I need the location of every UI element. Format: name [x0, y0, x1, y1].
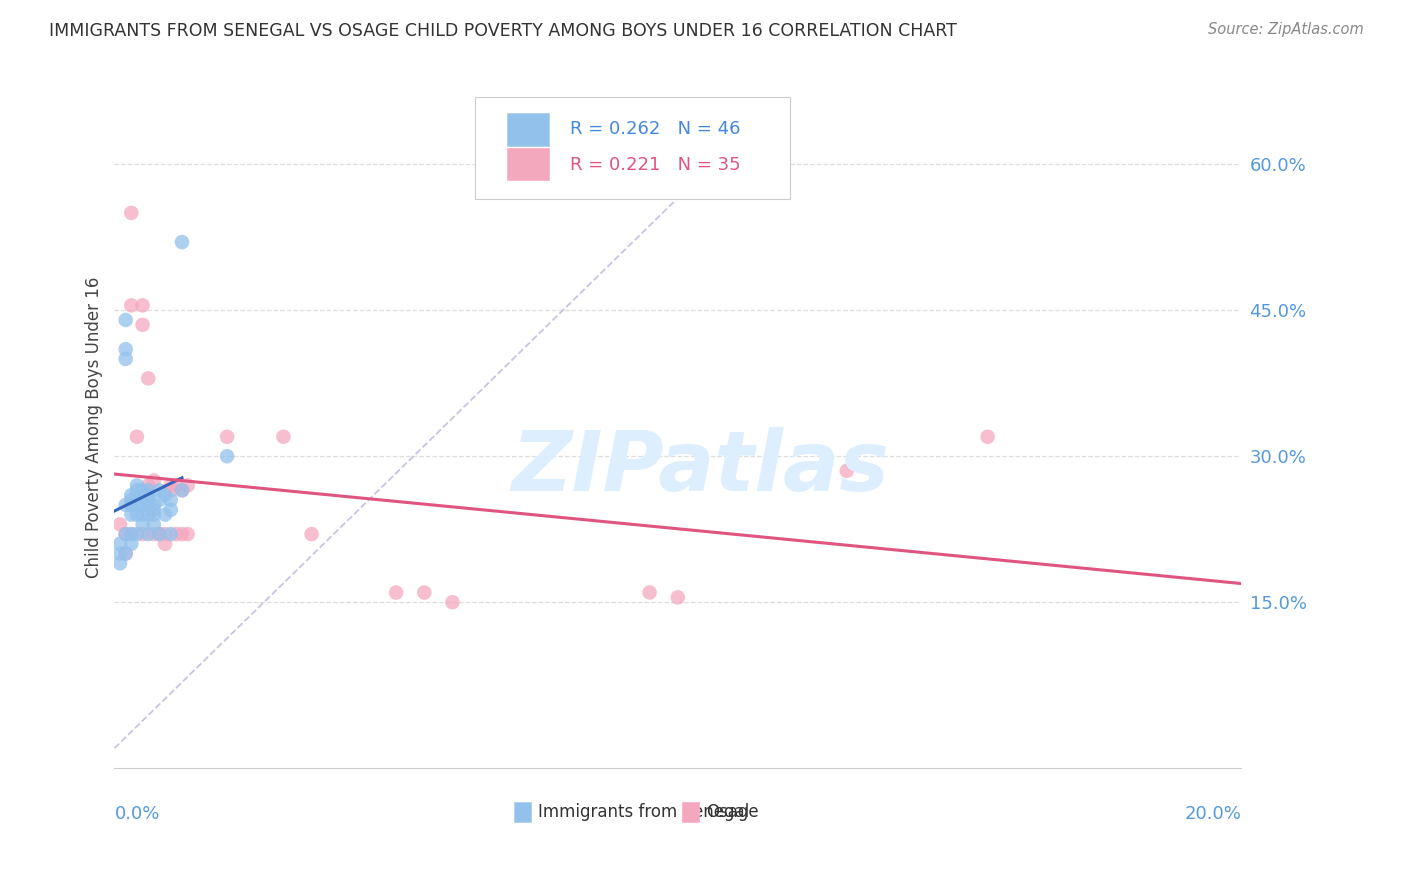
Point — [131, 488, 153, 502]
Point — [120, 298, 142, 312]
Point — [114, 547, 136, 561]
Text: 20.0%: 20.0% — [1184, 805, 1241, 823]
Point — [108, 517, 131, 532]
Point — [273, 430, 295, 444]
Point — [170, 483, 193, 498]
Point — [136, 478, 159, 492]
Point — [120, 493, 142, 508]
Point — [114, 527, 136, 541]
Text: Immigrants from Senegal: Immigrants from Senegal — [538, 803, 749, 821]
Point — [638, 585, 661, 599]
Point — [666, 591, 689, 605]
Text: R = 0.262   N = 46: R = 0.262 N = 46 — [569, 120, 740, 138]
Point — [120, 537, 142, 551]
Point — [170, 483, 193, 498]
Point — [125, 483, 148, 498]
Point — [136, 498, 159, 512]
Point — [153, 537, 176, 551]
Point — [835, 464, 858, 478]
FancyBboxPatch shape — [515, 802, 531, 822]
Point — [441, 595, 464, 609]
Point — [120, 488, 142, 502]
Text: 0.0%: 0.0% — [114, 805, 160, 823]
Point — [159, 527, 181, 541]
Point — [136, 493, 159, 508]
Point — [131, 517, 153, 532]
Point — [120, 508, 142, 522]
Point — [114, 527, 136, 541]
Point — [301, 527, 323, 541]
Point — [153, 527, 176, 541]
Point — [136, 527, 159, 541]
Text: Osage: Osage — [706, 803, 759, 821]
Text: Source: ZipAtlas.com: Source: ZipAtlas.com — [1208, 22, 1364, 37]
Point — [142, 474, 165, 488]
Point — [176, 478, 198, 492]
FancyBboxPatch shape — [682, 802, 699, 822]
Point — [114, 498, 136, 512]
Point — [148, 527, 170, 541]
Point — [131, 298, 153, 312]
Point — [153, 508, 176, 522]
Point — [159, 478, 181, 492]
Point — [159, 502, 181, 516]
Text: R = 0.221   N = 35: R = 0.221 N = 35 — [569, 156, 740, 174]
Point — [153, 488, 176, 502]
Point — [125, 478, 148, 492]
Point — [120, 527, 142, 541]
Point — [108, 557, 131, 571]
Point — [131, 483, 153, 498]
Point — [165, 527, 187, 541]
Point — [125, 527, 148, 541]
Point — [125, 508, 148, 522]
Point — [108, 537, 131, 551]
Point — [108, 547, 131, 561]
Point — [136, 371, 159, 385]
Point — [114, 342, 136, 356]
Point — [120, 498, 142, 512]
Point — [142, 508, 165, 522]
Point — [125, 498, 148, 512]
Point — [114, 351, 136, 366]
Point — [136, 508, 159, 522]
Point — [176, 527, 198, 541]
Point — [114, 313, 136, 327]
Point — [148, 483, 170, 498]
Point — [159, 493, 181, 508]
Point — [976, 430, 998, 444]
Point — [142, 527, 165, 541]
Point — [142, 502, 165, 516]
Text: IMMIGRANTS FROM SENEGAL VS OSAGE CHILD POVERTY AMONG BOYS UNDER 16 CORRELATION C: IMMIGRANTS FROM SENEGAL VS OSAGE CHILD P… — [49, 22, 957, 40]
Text: ZIPatlas: ZIPatlas — [512, 427, 889, 508]
Point — [120, 206, 142, 220]
Point — [131, 508, 153, 522]
Point — [217, 430, 239, 444]
Point — [165, 478, 187, 492]
Point — [148, 527, 170, 541]
FancyBboxPatch shape — [475, 96, 790, 199]
Point — [148, 493, 170, 508]
Point — [170, 235, 193, 249]
Point — [125, 430, 148, 444]
Point — [120, 527, 142, 541]
Point — [131, 527, 153, 541]
Point — [131, 498, 153, 512]
FancyBboxPatch shape — [506, 113, 550, 145]
FancyBboxPatch shape — [506, 148, 550, 180]
Y-axis label: Child Poverty Among Boys Under 16: Child Poverty Among Boys Under 16 — [86, 277, 103, 578]
Point — [114, 547, 136, 561]
Point — [217, 449, 239, 463]
Point — [159, 483, 181, 498]
Point — [385, 585, 408, 599]
Point — [142, 498, 165, 512]
Point — [413, 585, 436, 599]
Point — [136, 488, 159, 502]
Point — [136, 483, 159, 498]
Point — [170, 527, 193, 541]
Point — [131, 318, 153, 332]
Point — [142, 517, 165, 532]
